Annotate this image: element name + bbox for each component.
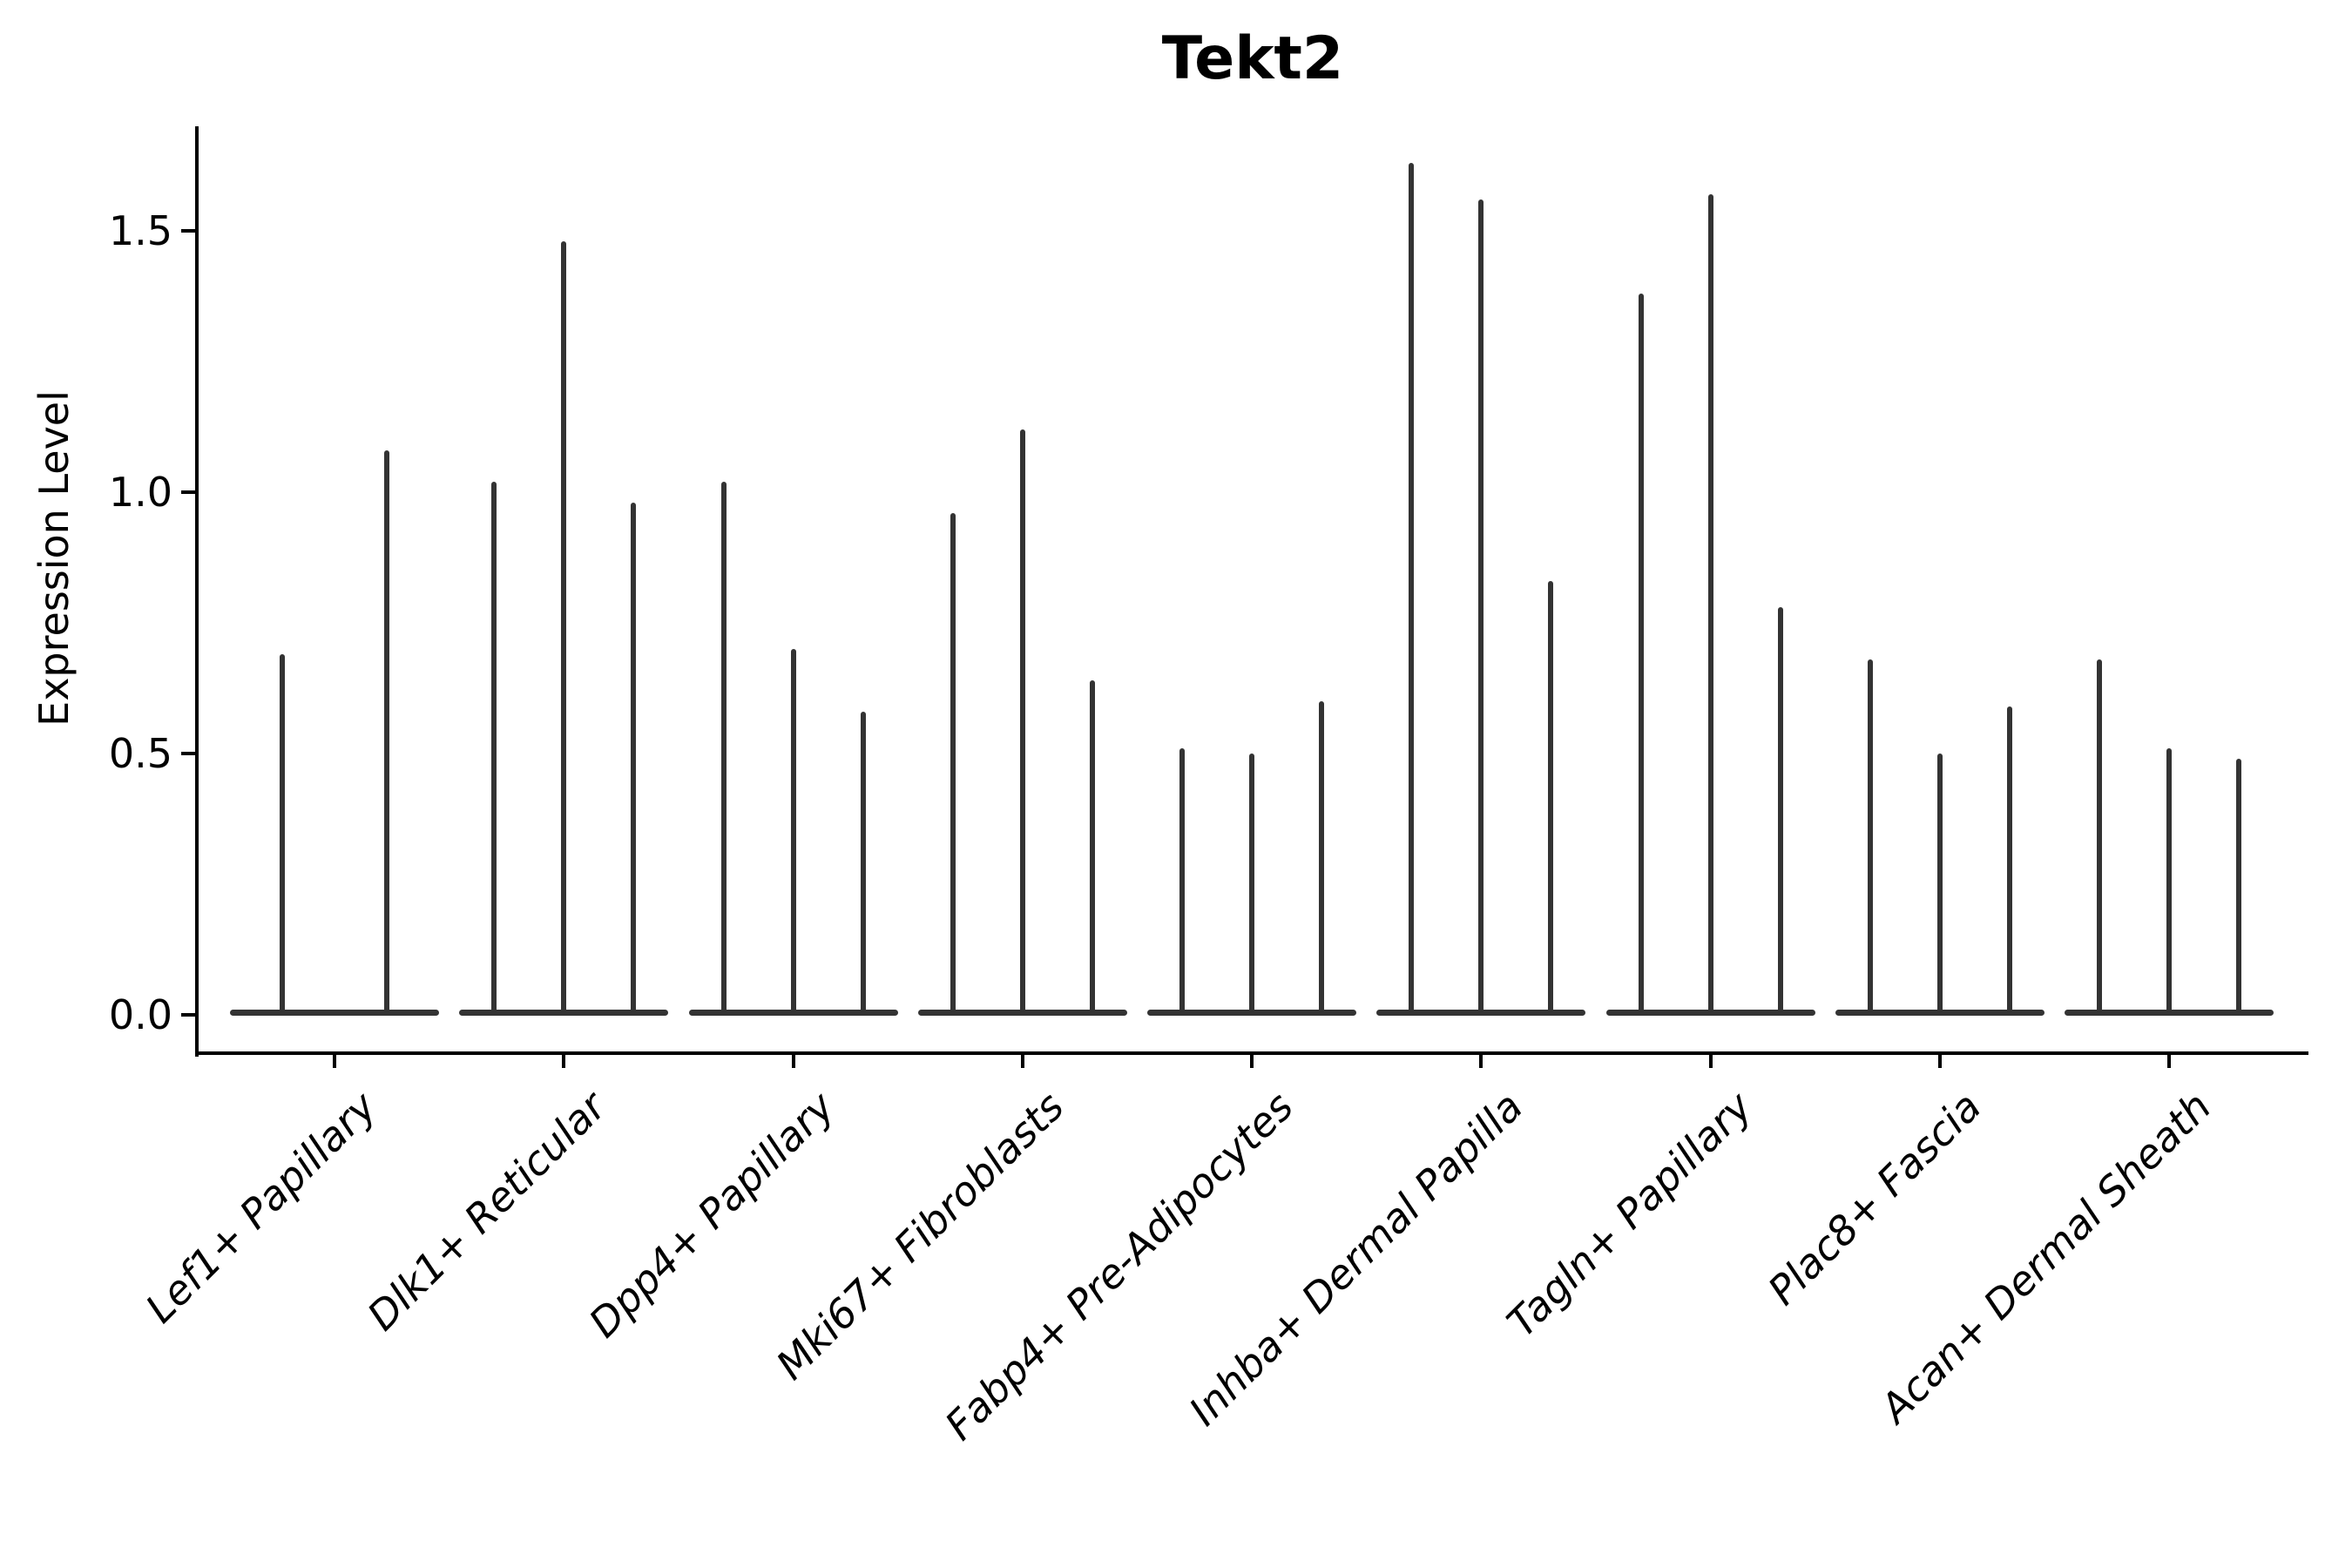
violin-spike — [1707, 194, 1713, 1014]
x-tick-label: Tagln+ Papillary — [1497, 1083, 1761, 1347]
violin-spike — [2166, 748, 2172, 1014]
violin-spike — [384, 450, 389, 1014]
y-tick-label: 0.0 — [108, 991, 172, 1038]
y-tick — [181, 490, 195, 494]
chart-title: Tekt2 — [1161, 24, 1344, 93]
y-axis-spine — [195, 126, 199, 1057]
violin-spike — [2236, 759, 2241, 1014]
violin-spike — [1777, 607, 1783, 1014]
y-tick-label: 1.0 — [108, 469, 172, 516]
violin-spike — [790, 649, 796, 1014]
x-tick — [1479, 1055, 1484, 1068]
violin-spike — [2097, 659, 2102, 1014]
violin-spike — [720, 482, 727, 1014]
x-axis-spine — [195, 1051, 2308, 1055]
violin-spike — [1089, 680, 1095, 1014]
x-tick — [1020, 1055, 1024, 1068]
violin-spike — [860, 712, 866, 1014]
y-tick — [181, 1013, 195, 1017]
violin-spike — [1478, 199, 1484, 1014]
violin-spike — [561, 241, 567, 1014]
x-tick — [2167, 1055, 2171, 1068]
violin-spike — [280, 654, 285, 1014]
violin-spike — [631, 503, 637, 1014]
x-tick — [1708, 1055, 1713, 1068]
x-tick — [1250, 1055, 1254, 1068]
violin-spike — [1249, 754, 1254, 1014]
violin-spike — [491, 482, 497, 1014]
x-tick — [1937, 1055, 1942, 1068]
violin-baseline — [230, 1009, 439, 1016]
x-tick-label: Dpp4+ Papillary — [580, 1083, 844, 1347]
violin-spike — [1548, 581, 1554, 1014]
violin-spike — [2006, 706, 2012, 1014]
violin-spike — [1867, 659, 1873, 1014]
x-tick — [333, 1055, 336, 1068]
y-tick-label: 0.5 — [108, 730, 172, 777]
violin-spike — [1409, 163, 1415, 1014]
violin-spike — [950, 513, 956, 1014]
violin-spike — [1936, 754, 1943, 1014]
x-tick — [791, 1055, 795, 1068]
violin-spike — [1019, 429, 1025, 1014]
x-tick-label: Plac8+ Fascia — [1759, 1083, 1990, 1315]
violin-spike — [1179, 748, 1185, 1014]
x-tick-label: Dlk1+ Reticular — [357, 1083, 615, 1340]
violin-spike — [1638, 294, 1644, 1014]
y-tick-label: 1.5 — [108, 207, 172, 254]
violin-spike — [1319, 701, 1324, 1014]
y-axis-label: Expression Level — [30, 390, 78, 727]
y-tick — [181, 752, 195, 755]
y-tick — [181, 229, 195, 233]
x-tick — [562, 1055, 566, 1068]
x-tick-label: Lef1+ Papillary — [136, 1083, 386, 1332]
